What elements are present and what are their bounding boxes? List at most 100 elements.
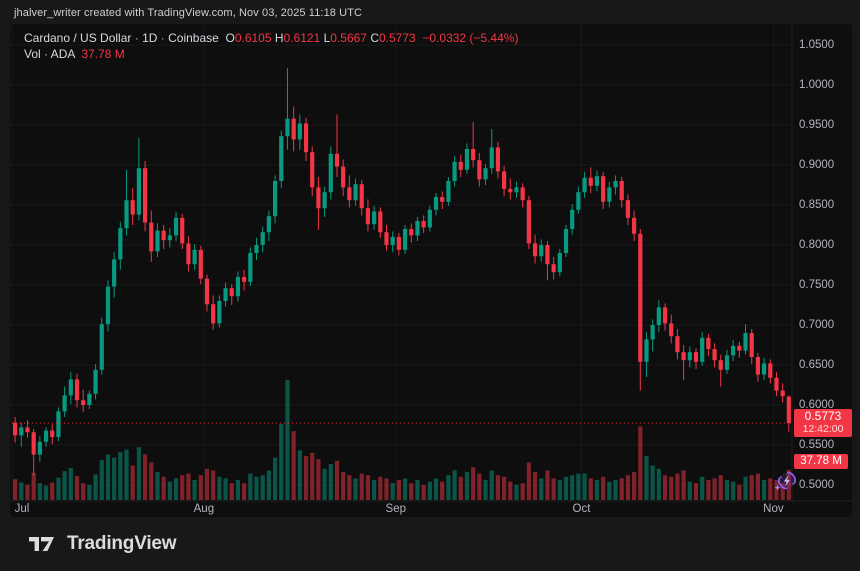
candle-body bbox=[650, 325, 655, 340]
candle-body bbox=[731, 345, 736, 356]
volume-bar bbox=[415, 480, 420, 500]
candle-body bbox=[743, 333, 748, 351]
price-tick-label: 0.8000 bbox=[799, 239, 835, 251]
volume-bar bbox=[780, 483, 785, 500]
volume-bar bbox=[675, 473, 680, 500]
candle-body bbox=[440, 197, 445, 202]
volume-bar bbox=[19, 482, 24, 500]
candle-body bbox=[539, 245, 544, 257]
candle-body bbox=[297, 123, 302, 140]
volume-bar bbox=[204, 468, 210, 500]
candle-body bbox=[359, 184, 364, 209]
candle-body bbox=[675, 336, 680, 353]
volume-bar bbox=[786, 469, 791, 500]
candle-body bbox=[402, 229, 408, 250]
volume-bar bbox=[446, 475, 451, 500]
candle-body bbox=[508, 189, 513, 193]
legend-separator: · bbox=[160, 31, 165, 45]
candle-body bbox=[25, 427, 30, 433]
volume-bar bbox=[458, 476, 463, 500]
price-chart-svg[interactable] bbox=[10, 24, 852, 517]
volume-bar bbox=[724, 480, 730, 500]
candle-body bbox=[347, 187, 352, 201]
volume-bar bbox=[130, 465, 135, 500]
candle-body bbox=[526, 200, 531, 244]
candle-body bbox=[192, 249, 197, 265]
candle-body bbox=[62, 395, 67, 412]
volume-bar bbox=[737, 484, 742, 500]
volume-bar bbox=[223, 478, 228, 500]
candle-body bbox=[755, 357, 760, 375]
candle-body bbox=[372, 211, 377, 225]
volume-bar bbox=[254, 476, 259, 500]
chart-legend: Cardano / US Dollar · 1D · Coinbase O0.6… bbox=[24, 30, 518, 62]
price-tick-label: 0.5500 bbox=[799, 439, 835, 451]
candle-body bbox=[74, 379, 80, 401]
volume-bar bbox=[192, 480, 197, 500]
volume-bar bbox=[242, 483, 247, 500]
volume-bar bbox=[272, 457, 278, 500]
icon-arrowhead bbox=[779, 475, 783, 479]
candle-body bbox=[180, 217, 185, 244]
lightning-refresh-icon[interactable] bbox=[773, 468, 799, 494]
candle-body bbox=[93, 369, 98, 394]
volume-bar bbox=[235, 480, 241, 500]
candle-body bbox=[211, 304, 216, 324]
volume-bar bbox=[520, 483, 525, 500]
volume-bar bbox=[285, 380, 290, 500]
volume-bar bbox=[260, 475, 265, 500]
candle-body bbox=[322, 192, 327, 209]
volume-bar bbox=[186, 473, 191, 500]
volume-bar bbox=[508, 481, 513, 500]
volume-bar bbox=[601, 476, 606, 500]
candle-body bbox=[594, 176, 600, 186]
candle-body bbox=[130, 200, 135, 215]
candle-body bbox=[613, 181, 618, 188]
candle-body bbox=[50, 430, 55, 437]
candle-body bbox=[198, 249, 203, 279]
volume-bar bbox=[625, 475, 631, 500]
volume-bar bbox=[712, 478, 717, 500]
price-tick-label: 1.0500 bbox=[799, 39, 835, 51]
price-tick-label: 0.8500 bbox=[799, 199, 835, 211]
volume-bar bbox=[502, 476, 507, 500]
candle-body bbox=[712, 349, 717, 361]
candle-body bbox=[105, 286, 111, 325]
tradingview-logo-icon[interactable] bbox=[28, 534, 58, 554]
candle-body bbox=[19, 427, 24, 436]
volume-bar bbox=[13, 479, 18, 500]
volume-bar bbox=[576, 473, 581, 500]
candle-body bbox=[576, 192, 581, 210]
close-value: 0.5773 bbox=[379, 31, 416, 45]
volume-bar bbox=[310, 452, 315, 500]
volume-bar bbox=[68, 468, 73, 500]
candle-body bbox=[446, 181, 451, 202]
last-price-value: 0.5773 bbox=[804, 409, 842, 424]
candle-body bbox=[520, 187, 525, 201]
high-value: 0.6121 bbox=[283, 31, 321, 45]
volume-bar bbox=[25, 484, 30, 500]
sparkle-icon bbox=[774, 484, 781, 491]
volume-bar bbox=[341, 472, 346, 500]
volume-bar bbox=[607, 481, 612, 500]
tradingview-wordmark[interactable]: TradingView bbox=[67, 533, 177, 554]
candle-body bbox=[551, 264, 556, 273]
candle-body bbox=[471, 149, 476, 161]
volume-bar bbox=[74, 476, 80, 500]
candle-body bbox=[780, 390, 785, 397]
candle-body bbox=[99, 324, 104, 370]
volume-bar bbox=[551, 478, 556, 500]
volume-bar bbox=[545, 470, 550, 500]
volume-bar bbox=[198, 475, 203, 500]
volume-bar bbox=[669, 476, 674, 500]
icon-arc bbox=[786, 471, 796, 484]
volume-bar bbox=[266, 470, 271, 500]
volume-bar bbox=[452, 470, 457, 500]
candle-body bbox=[632, 217, 637, 234]
candle-body bbox=[489, 147, 494, 169]
candle-body bbox=[13, 422, 18, 436]
candle-body bbox=[242, 277, 247, 282]
candle-body bbox=[260, 232, 265, 245]
candle-body bbox=[495, 147, 501, 172]
